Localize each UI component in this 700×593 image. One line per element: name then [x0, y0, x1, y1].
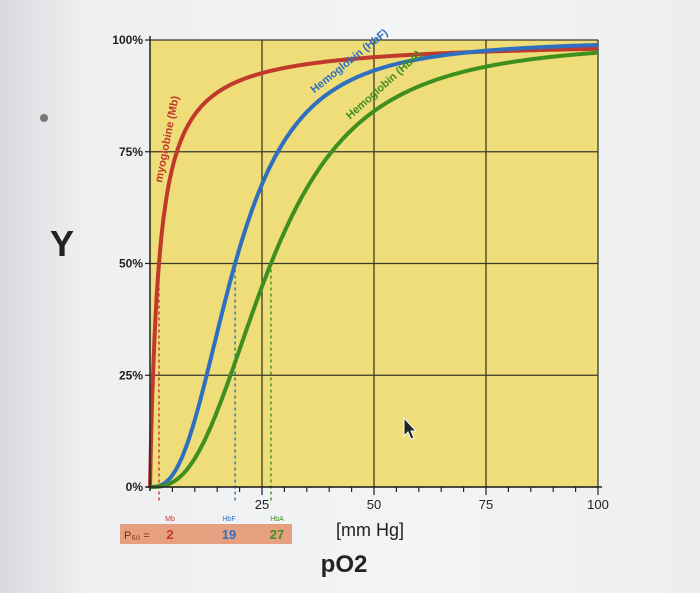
curves	[148, 43, 599, 489]
p50-strip-label: P₅₀ =	[124, 530, 150, 542]
curve-1	[149, 43, 599, 489]
grid-lines	[150, 39, 599, 488]
x-axis-unit: [mm Hg]	[336, 520, 404, 540]
mouse-cursor-icon	[403, 416, 418, 440]
y-tick-label: 100%	[112, 33, 143, 47]
p50-tag: HbF	[222, 516, 235, 523]
p50-tag: Mb	[165, 516, 175, 523]
y-axis-title: Y	[50, 223, 74, 264]
x-tick-labels: 25 50 75 100	[255, 497, 609, 512]
p50-strip-bg	[120, 524, 292, 544]
y-tick-label: 75%	[119, 145, 143, 159]
x-tick-label: 50	[367, 497, 381, 512]
x-tick-label: 100	[587, 497, 609, 512]
p50-values: Mb 2 HbF 19 HbA 27	[165, 516, 284, 542]
x-tick-label: 75	[479, 497, 493, 512]
y-tick-label: 50%	[119, 257, 143, 271]
y-tick-labels: 0% 25% 50% 75% 100%	[112, 33, 143, 494]
axes	[145, 36, 602, 495]
curve-2	[149, 50, 599, 489]
bullet-dot	[40, 114, 48, 122]
p50-value: 2	[166, 527, 173, 542]
y-tick-label: 0%	[126, 480, 144, 494]
curve-0	[148, 46, 599, 488]
p50-value: 27	[270, 527, 284, 542]
p50-strip: P₅₀ = Mb 2 HbF 19 HbA 27	[120, 516, 292, 544]
y-tick-label: 25%	[119, 368, 143, 382]
p50-value: 19	[222, 527, 236, 542]
x-axis-title: pO2	[321, 551, 368, 578]
x-tick-label: 25	[255, 497, 269, 512]
p50-tag: HbA	[270, 516, 284, 523]
